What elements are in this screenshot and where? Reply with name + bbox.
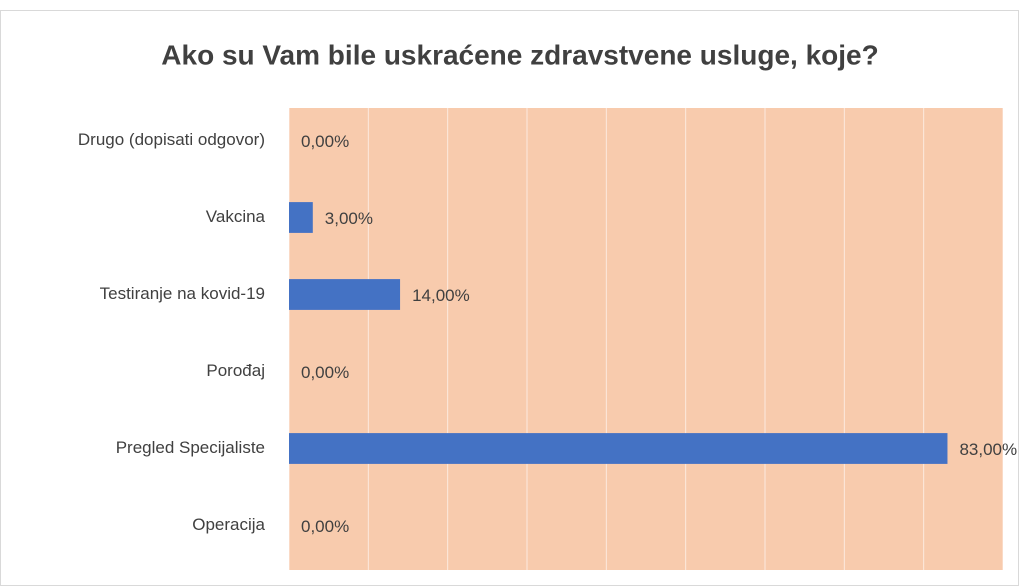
plot-area bbox=[289, 108, 1003, 570]
y-tick-label: Pregled Specijaliste bbox=[116, 438, 265, 457]
y-tick-label: Drugo (dopisati odgovor) bbox=[78, 130, 265, 149]
y-tick-label: Porođaj bbox=[206, 361, 265, 380]
bar bbox=[289, 433, 948, 464]
data-label: 14,00% bbox=[412, 286, 470, 305]
data-label: 0,00% bbox=[301, 517, 349, 536]
data-label: 0,00% bbox=[301, 132, 349, 151]
data-label: 0,00% bbox=[301, 363, 349, 382]
bar bbox=[289, 279, 401, 310]
chart-title: Ako su Vam bile uskraćene zdravstvene us… bbox=[161, 39, 878, 70]
y-tick-label: Operacija bbox=[192, 515, 265, 534]
bar bbox=[289, 202, 313, 233]
y-tick-label: Testiranje na kovid-19 bbox=[100, 284, 265, 303]
data-label: 3,00% bbox=[325, 209, 373, 228]
data-label: 83,00% bbox=[959, 440, 1017, 459]
y-tick-label: Vakcina bbox=[206, 207, 266, 226]
